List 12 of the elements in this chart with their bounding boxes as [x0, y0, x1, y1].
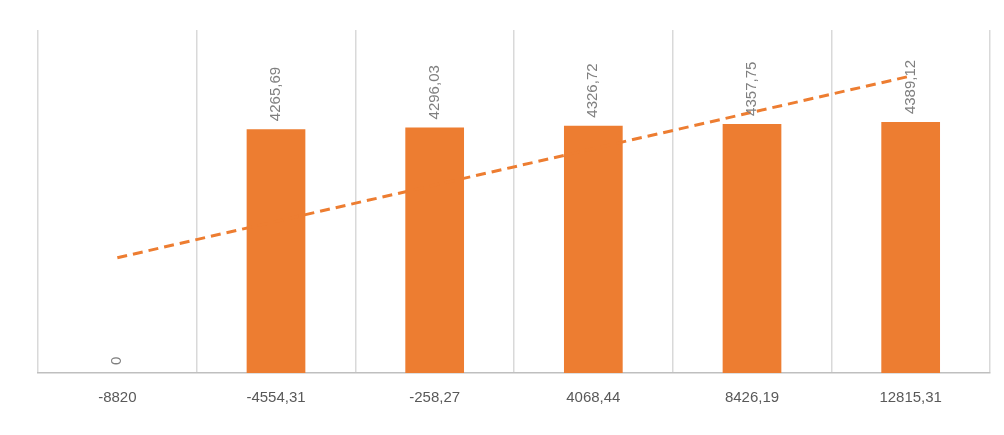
x-tick-label: 12815,31 [879, 388, 942, 406]
x-tick-label: -258,27 [409, 388, 461, 406]
x-tick-label: 8426,19 [724, 388, 780, 406]
data-label: 4389,12 [900, 59, 918, 115]
x-tick-label: -4554,31 [246, 388, 306, 406]
data-label: 0 [107, 356, 125, 365]
x-tick-label: 4068,44 [566, 388, 621, 406]
data-label: 4357,75 [742, 61, 760, 116]
x-tick-label: -8820 [98, 388, 137, 406]
data-label: 4326,72 [583, 63, 601, 118]
data-label: 4296,03 [424, 65, 442, 120]
data-label: 4265,69 [266, 66, 284, 122]
